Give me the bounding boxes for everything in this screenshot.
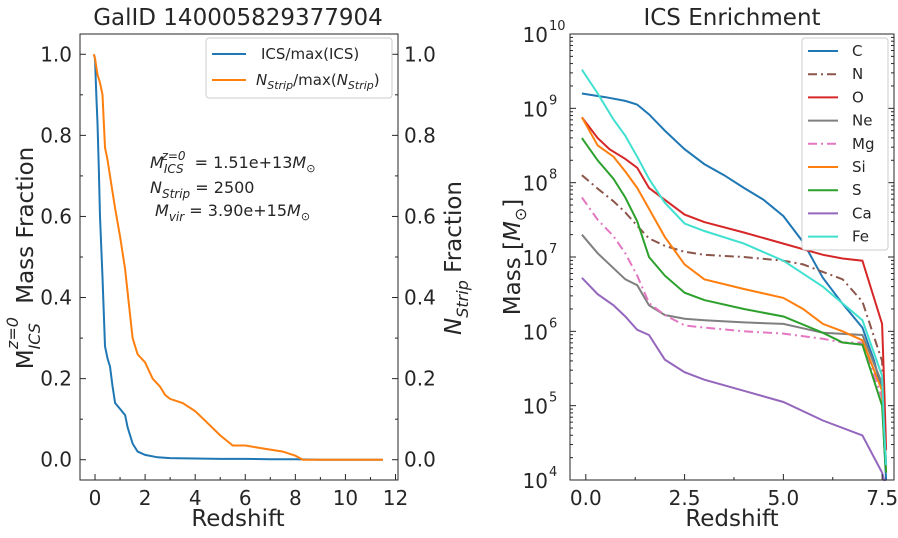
y-tick-exponent: 8 — [549, 168, 557, 183]
y-tick-label: 0.2 — [40, 367, 72, 391]
right-series-lines — [581, 69, 888, 481]
x-tick-label: 10 — [333, 486, 358, 510]
series-line-o — [581, 116, 888, 451]
left-y-axis-label: MICSz=0 Mass Fraction — [3, 147, 44, 370]
x-tick-label: 4 — [189, 486, 202, 510]
legend-ics-label: ICS/max(ICS) — [261, 45, 359, 63]
right-panel: ICS Enrichment 0.0 2.5 5.0 7.510 410 510 610 71… — [500, 5, 898, 532]
left-legend: ICS/max(ICS) NStrip/max(NStrip) — [205, 37, 393, 99]
y-tick-label: 10 — [523, 320, 548, 344]
series-line-si — [581, 116, 888, 466]
y-tick-label: 10 — [523, 23, 548, 47]
x-tick-label: 2 — [139, 486, 152, 510]
legend-label-mg: Mg — [852, 135, 874, 153]
annotation-mvir: Mvir = 3.90e+15M⊙ — [155, 201, 310, 224]
left-panel: GalID 140005829377904 0 2 4 6 8 10 12 0.0 0.0 0.2… — [3, 5, 472, 532]
x-tick-label: 2.5 — [669, 486, 701, 510]
y-tick-label-right: 0.8 — [404, 123, 436, 147]
right-chart-title: ICS Enrichment — [643, 5, 820, 31]
series-line-ics — [92, 54, 383, 461]
y-tick-label: 1.0 — [40, 42, 72, 66]
series-line-fe — [581, 69, 888, 466]
annotation-mics: MICSz=0 = 1.51e+13M⊙ — [150, 149, 315, 176]
y-tick-label: 10 — [523, 469, 548, 493]
x-tick-label: 8 — [289, 486, 302, 510]
y-tick-label: 0.8 — [40, 123, 72, 147]
y-tick-label-right: 0.4 — [404, 286, 436, 310]
y-tick-label: 10 — [523, 246, 548, 270]
legend-nstrip-label: NStrip/max(NStrip) — [256, 71, 380, 92]
legend-label-c: C — [852, 42, 862, 60]
legend-label-s: S — [852, 181, 862, 199]
x-tick-label: 12 — [383, 486, 408, 510]
x-tick-label: 0.0 — [570, 486, 602, 510]
y-tick-exponent: 9 — [549, 93, 557, 108]
right-legend-box — [801, 37, 889, 251]
series-line-c — [581, 92, 888, 481]
left-legend-box — [205, 37, 393, 99]
y-tick-exponent: 7 — [549, 242, 557, 257]
right-x-axis-label: Redshift — [685, 506, 778, 532]
left-ticks: 0 2 4 6 8 10 12 0.0 0.0 0.2 0.2 0.4 0.4 0.6 0.6 0.8 0.8 1… — [40, 42, 436, 510]
series-line-ca — [581, 277, 887, 481]
left-chart-title: GalID 140005829377904 — [93, 5, 383, 31]
y-tick-label-right: 1.0 — [404, 42, 436, 66]
right-legend: CNO Ne Mg Si S Ca Fe — [801, 37, 889, 251]
y-tick-exponent: 6 — [549, 316, 557, 331]
y-tick-label: 0.0 — [40, 448, 72, 472]
y-tick-label: 0.6 — [40, 204, 72, 228]
y-tick-exponent: 5 — [549, 391, 557, 406]
legend-label-ca: Ca — [852, 204, 872, 222]
y-tick-exponent: 4 — [549, 465, 557, 480]
y-tick-label-right: 0.0 — [404, 448, 436, 472]
y-tick-label-right: 0.2 — [404, 367, 436, 391]
series-line-s — [581, 137, 888, 473]
annotation-nstrip: NStrip = 2500 — [150, 178, 254, 201]
y-tick-label: 10 — [523, 395, 548, 419]
legend-label-ne: Ne — [852, 112, 872, 130]
legend-label-o: O — [852, 88, 864, 106]
x-tick-label: 5.0 — [767, 486, 799, 510]
y-tick-exponent: 10 — [549, 19, 566, 34]
left-series-lines — [92, 54, 383, 461]
legend-label-si: Si — [852, 158, 866, 176]
x-tick-label: 0 — [89, 486, 102, 510]
left-x-axis-label: Redshift — [191, 506, 284, 532]
legend-label-fe: Fe — [852, 228, 869, 246]
y-tick-label: 0.4 — [40, 286, 72, 310]
x-tick-label: 6 — [239, 486, 252, 510]
series-line-mg — [581, 196, 888, 466]
y-tick-label: 10 — [523, 172, 548, 196]
legend-label-n: N — [852, 65, 863, 83]
series-line-ne — [581, 234, 888, 473]
left-plot-frame — [79, 33, 399, 481]
y-tick-label: 10 — [523, 97, 548, 121]
series-line-nstrip — [92, 54, 383, 461]
left-annotations: MICSz=0 = 1.51e+13M⊙ NStrip = 2500 Mvir … — [150, 149, 315, 224]
x-tick-label: 7.5 — [866, 486, 898, 510]
mass-y-axis-label: Mass [M⊙] — [500, 199, 530, 315]
y-tick-label-right: 0.6 — [404, 204, 436, 228]
right-y-axis-label: NStrip Fraction — [441, 181, 472, 335]
